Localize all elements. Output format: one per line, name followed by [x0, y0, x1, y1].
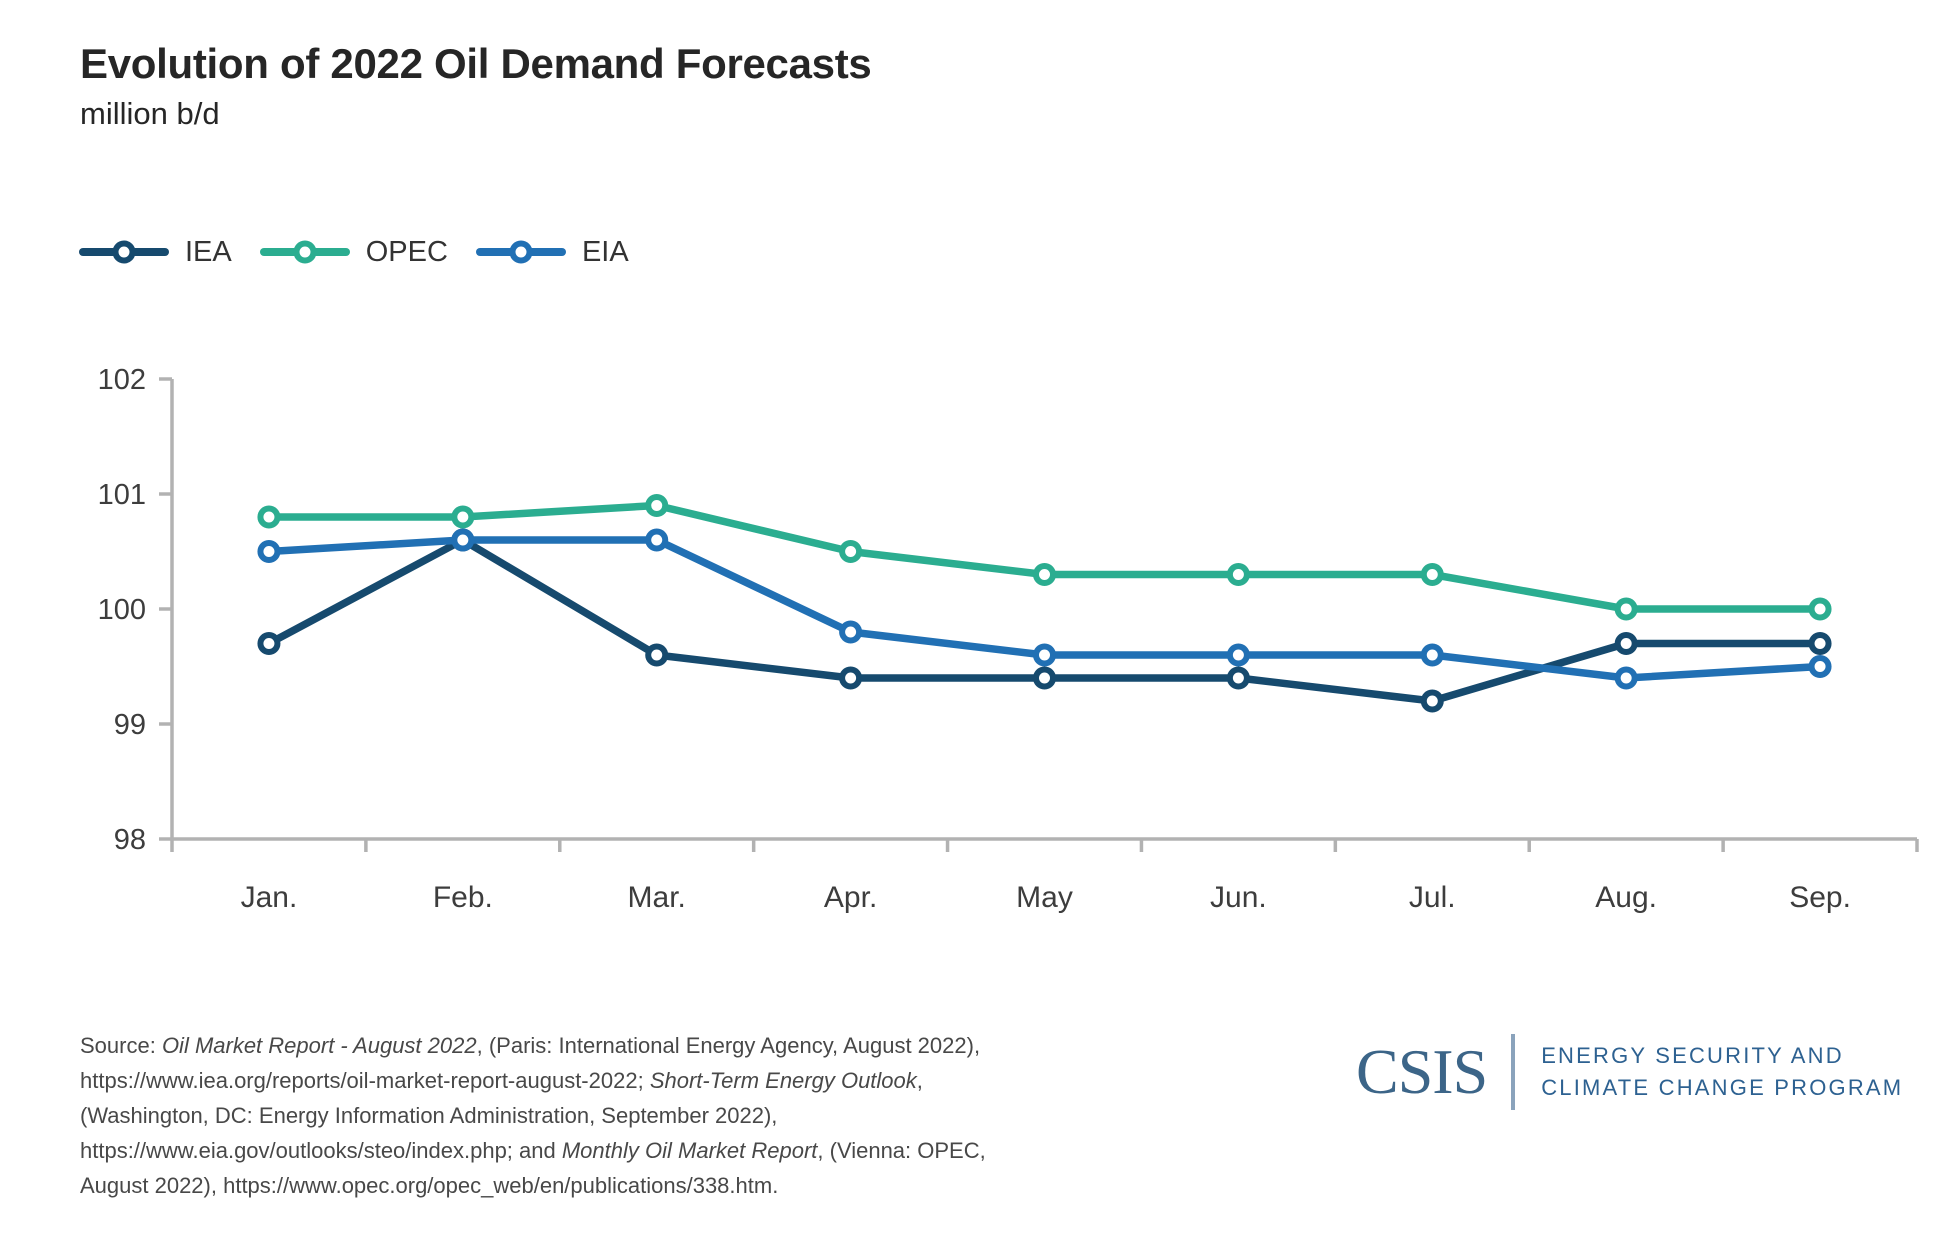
data-point-OPEC-Mar. — [645, 494, 669, 517]
data-point-EIA-Sep. — [1808, 655, 1832, 678]
data-point-OPEC-Sep. — [1808, 597, 1832, 621]
legend-label: OPEC — [365, 235, 448, 268]
y-tick-label: 101 — [98, 479, 146, 511]
legend-marker-icon — [475, 240, 566, 264]
data-point-EIA-Apr. — [839, 620, 863, 644]
page-subtitle: million b/d — [80, 96, 220, 131]
line-chart: 98 99 100 101 102 Jan. Feb. Mar. Apr. May Jun. Jul.… — [98, 364, 1919, 914]
x-tick-label: Apr. — [824, 881, 877, 914]
data-point-EIA-Jun. — [1226, 643, 1250, 667]
legend-item-EIA: EIA — [475, 236, 629, 269]
data-point-EIA-May — [1033, 643, 1056, 667]
data-point-IEA-Jan. — [257, 632, 281, 655]
legend-item-OPEC: OPEC — [259, 236, 448, 269]
y-tick-label: 100 — [98, 594, 146, 626]
data-point-OPEC-May — [1033, 563, 1056, 586]
data-point-IEA-Jun. — [1226, 666, 1250, 690]
source-line: https://www.eia.gov/outlooks/steo/index.… — [80, 1138, 986, 1163]
data-point-EIA-Mar. — [645, 528, 669, 552]
x-tick-label: Jun. — [1210, 881, 1267, 914]
program-name: ENERGY SECURITY AND CLIMATE CHANGE PROGR… — [1541, 1040, 1903, 1104]
x-tick-label: Jul. — [1409, 881, 1456, 914]
data-point-IEA-Aug. — [1614, 632, 1638, 655]
legend: IEA OPEC EIA — [78, 236, 1950, 268]
data-point-IEA-May — [1033, 666, 1056, 690]
series-IEA — [257, 528, 1832, 713]
logo-divider — [1511, 1034, 1516, 1110]
y-tick-label: 102 — [98, 364, 146, 396]
legend-label: EIA — [581, 235, 629, 268]
data-point-IEA-Sep. — [1808, 632, 1832, 655]
data-point-IEA-Apr. — [839, 666, 863, 690]
program-line-2: CLIMATE CHANGE PROGRAM — [1541, 1075, 1904, 1100]
data-point-OPEC-Feb. — [451, 505, 475, 529]
data-point-EIA-Jul. — [1420, 643, 1444, 667]
series-OPEC — [257, 494, 1832, 621]
x-tick-label: Mar. — [628, 881, 686, 914]
legend-label: IEA — [185, 235, 232, 268]
data-point-EIA-Jan. — [257, 540, 281, 563]
x-tick-label: May — [1016, 881, 1073, 914]
legend-item-IEA: IEA — [78, 236, 232, 269]
source-line: https://www.iea.org/reports/oil-market-r… — [80, 1068, 923, 1093]
csis-logo: CSIS ENERGY SECURITY AND CLIMATE CHANGE … — [1356, 1034, 1903, 1110]
legend-marker-icon — [79, 240, 169, 264]
x-tick-label: Aug. — [1595, 881, 1657, 914]
data-point-OPEC-Jul. — [1420, 563, 1444, 586]
source-note: Source: Oil Market Report - August 2022,… — [80, 1028, 1020, 1203]
data-point-EIA-Aug. — [1614, 666, 1638, 690]
data-point-OPEC-Jan. — [257, 505, 281, 529]
data-point-EIA-Feb. — [451, 528, 475, 552]
series-line-OPEC — [265, 501, 1824, 613]
page-title: Evolution of 2022 Oil Demand Forecasts — [80, 40, 872, 87]
data-point-OPEC-Jun. — [1226, 563, 1250, 586]
data-point-IEA-Jul. — [1420, 689, 1444, 713]
x-tick-label: Jan. — [241, 881, 298, 914]
csis-wordmark: CSIS — [1356, 1036, 1488, 1107]
data-point-OPEC-Aug. — [1614, 597, 1638, 621]
legend-marker-icon — [259, 240, 350, 264]
source-line: August 2022), https://www.opec.org/opec_… — [80, 1173, 779, 1198]
program-line-1: ENERGY SECURITY AND — [1541, 1043, 1844, 1068]
x-tick-label: Sep. — [1789, 881, 1851, 914]
y-tick-label: 98 — [114, 824, 146, 856]
source-line: (Washington, DC: Energy Information Admi… — [80, 1103, 778, 1128]
data-point-OPEC-Apr. — [839, 540, 863, 563]
series-EIA — [257, 528, 1832, 690]
source-line: Source: Oil Market Report - August 2022,… — [80, 1033, 981, 1058]
y-tick-label: 99 — [114, 709, 146, 741]
data-point-IEA-Mar. — [645, 643, 669, 667]
x-tick-label: Feb. — [433, 881, 493, 914]
